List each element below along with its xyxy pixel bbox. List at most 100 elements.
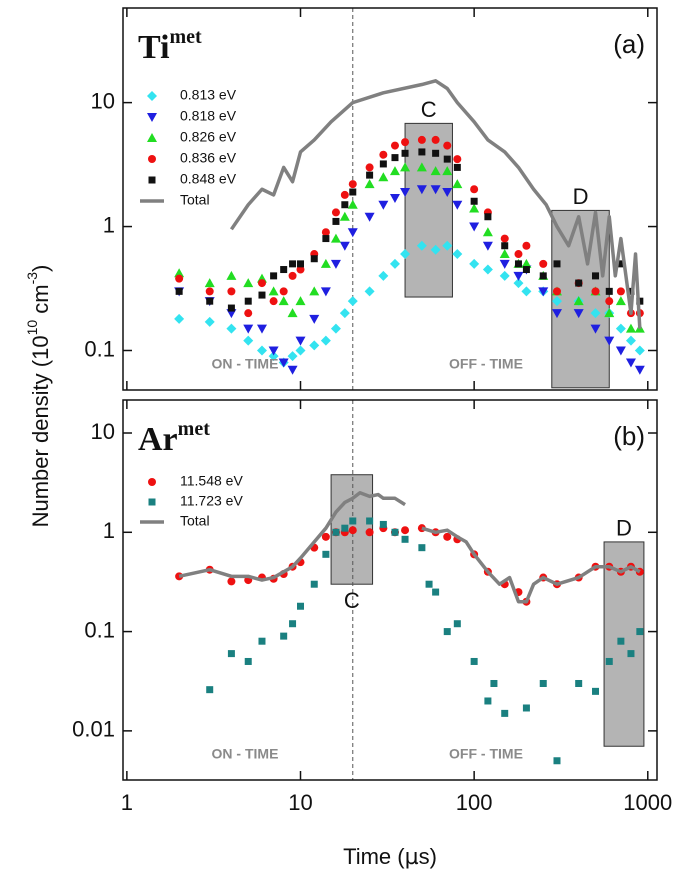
data-point <box>297 602 305 610</box>
y-tick-label: 0.01 <box>72 717 115 742</box>
data-point <box>539 259 548 268</box>
data-point <box>341 524 349 532</box>
x-label-part: s) <box>419 844 437 869</box>
data-point <box>452 200 463 210</box>
data-point <box>470 185 479 194</box>
data-point <box>243 278 254 288</box>
x-tick-label: 1000 <box>623 790 672 815</box>
data-point <box>332 528 340 536</box>
panel: C D 11.548 eV 11.723 eV Total 0.01 0.1 1 10 1 10 10… <box>72 399 672 815</box>
data-point <box>243 324 254 334</box>
data-point <box>205 287 214 296</box>
panel-label: (a) <box>613 29 645 59</box>
data-point <box>443 532 452 541</box>
data-point <box>539 679 547 687</box>
x-tick-label: 10 <box>288 790 312 815</box>
y-axis-label: Number density (1010 cm-3) <box>24 265 53 528</box>
legend-label: 11.548 eV <box>180 473 243 489</box>
data-point <box>431 135 440 144</box>
plot-area <box>174 8 645 390</box>
data-point <box>490 679 498 687</box>
data-point <box>279 287 288 296</box>
x-tick-label: 100 <box>456 790 493 815</box>
data-point <box>522 241 531 250</box>
data-point <box>469 258 480 269</box>
data-point <box>442 166 453 176</box>
data-point <box>295 296 306 306</box>
data-point <box>364 286 375 297</box>
data-point <box>430 166 441 176</box>
data-point <box>401 138 410 147</box>
data-point <box>349 517 357 525</box>
data-point <box>482 227 493 237</box>
data-point <box>401 526 410 535</box>
data-point <box>484 697 492 705</box>
phase-label: OFF - TIME <box>449 746 523 762</box>
data-point <box>452 179 463 189</box>
data-point <box>280 266 288 274</box>
data-point <box>575 679 583 687</box>
data-point <box>604 336 615 346</box>
data-point <box>442 188 453 198</box>
data-point <box>365 163 374 172</box>
legend-swatch <box>148 176 156 184</box>
data-point <box>553 757 561 765</box>
data-point <box>310 255 318 263</box>
data-point <box>341 201 349 209</box>
panel-title: Timet <box>138 26 202 66</box>
data-point <box>573 309 584 319</box>
y-tick-label: 10 <box>91 88 115 113</box>
x-label-part: µ <box>405 845 419 870</box>
data-point <box>453 620 461 628</box>
data-point <box>391 154 399 162</box>
data-point <box>258 291 266 299</box>
data-point <box>366 517 374 525</box>
data-point <box>287 365 298 375</box>
data-point <box>605 287 613 295</box>
data-point <box>287 308 298 318</box>
data-point <box>366 171 374 179</box>
data-point <box>522 266 530 274</box>
data-point <box>174 313 185 324</box>
data-point <box>605 657 613 665</box>
region-label: D <box>616 516 632 541</box>
data-point <box>320 335 331 346</box>
data-point <box>625 323 636 333</box>
data-point <box>625 358 636 368</box>
data-point <box>401 535 409 543</box>
data-point <box>501 242 509 250</box>
data-point <box>514 260 522 268</box>
data-point <box>453 163 461 171</box>
legend-label: Total <box>180 513 210 529</box>
data-point <box>280 632 288 640</box>
data-point <box>400 249 411 260</box>
data-point <box>365 528 374 537</box>
data-point <box>227 577 236 586</box>
total-line <box>178 491 641 604</box>
data-point <box>590 308 601 319</box>
title-main: Ar <box>138 421 178 458</box>
y-label-part: ) <box>28 265 53 272</box>
data-point <box>499 259 510 269</box>
legend-swatch <box>147 113 157 122</box>
data-point <box>320 258 331 268</box>
data-point <box>605 297 614 306</box>
data-point <box>364 179 375 189</box>
plot-frame <box>122 399 658 781</box>
data-point <box>206 686 214 694</box>
legend-swatch <box>148 478 156 486</box>
data-point <box>348 526 357 535</box>
data-point <box>442 240 453 251</box>
title-main: Ti <box>138 29 170 66</box>
data-point <box>552 287 561 296</box>
phase-label: ON - TIME <box>212 746 279 762</box>
data-point <box>321 228 330 237</box>
data-point <box>268 346 279 356</box>
plot-frame <box>122 7 658 391</box>
title-sup: met <box>170 26 203 48</box>
data-point <box>322 235 330 243</box>
data-point <box>391 528 399 536</box>
data-point <box>287 351 298 362</box>
y-label-part: cm <box>28 284 53 319</box>
data-point <box>469 203 480 213</box>
